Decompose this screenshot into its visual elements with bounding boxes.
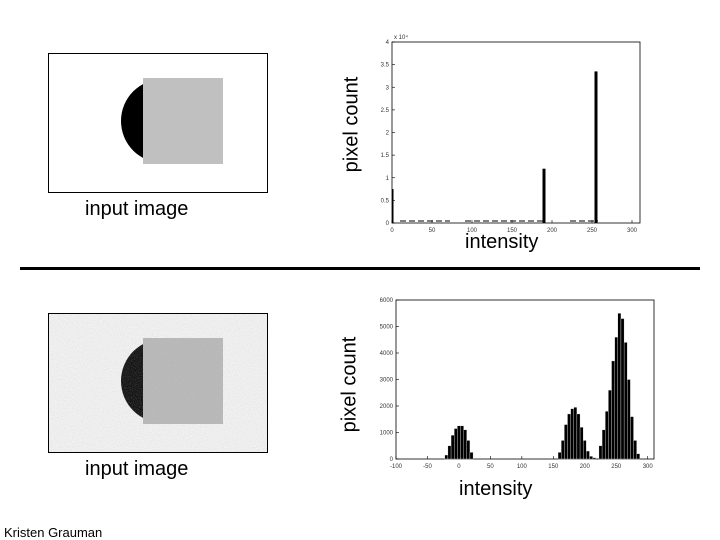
histogram-bar xyxy=(627,379,631,460)
x-tick-label: 150 xyxy=(548,464,559,470)
top-image-caption: input image xyxy=(85,198,189,220)
histogram-bar xyxy=(460,425,464,460)
histogram-bar xyxy=(636,453,640,460)
y-multiplier-label: x 10⁴ xyxy=(394,34,408,41)
y-tick-label: 0.5 xyxy=(381,198,390,204)
plot-frame xyxy=(391,41,641,224)
y-tick-label: 0 xyxy=(390,457,394,463)
x-tick-label: 200 xyxy=(547,228,558,234)
histogram-bar xyxy=(573,407,578,460)
bottom-histogram: -100 -50 0 50 100 150 200 250 300010002000300040… xyxy=(380,298,655,470)
histogram-bar xyxy=(579,427,584,460)
histogram-bar xyxy=(444,454,449,460)
x-tick-label: 300 xyxy=(627,228,638,234)
y-tick-label: 3 xyxy=(386,85,390,91)
histogram-bar xyxy=(567,413,571,460)
credit-text: Kristen Grauman xyxy=(4,525,103,540)
top-x-axis-label: intensity xyxy=(465,231,539,253)
y-tick-label: 6000 xyxy=(380,298,394,304)
top-y-axis-label: pixel count xyxy=(340,76,363,173)
gray-square xyxy=(143,78,223,164)
x-tick-label: 0 xyxy=(457,464,461,470)
x-tick-label: -100 xyxy=(390,464,403,470)
bottom-input-image xyxy=(48,313,268,453)
histogram-bar xyxy=(392,189,394,223)
x-tick-label: 250 xyxy=(611,464,622,470)
histogram-bar xyxy=(557,452,562,460)
x-tick-label: 300 xyxy=(643,464,654,470)
x-tick-label: 0 xyxy=(390,228,394,234)
histogram-bar xyxy=(454,428,458,460)
histogram-bar xyxy=(605,411,609,460)
bottom-y-axis-label: pixel count xyxy=(338,336,361,433)
histogram-bar xyxy=(589,456,593,460)
histogram-bar xyxy=(466,440,471,460)
histogram-bar xyxy=(630,416,634,460)
y-tick-label: 4 xyxy=(386,40,390,46)
y-tick-label: 2 xyxy=(386,131,390,137)
y-tick-label: 1 xyxy=(386,176,390,182)
histogram-bar xyxy=(570,408,574,460)
y-tick-label: 5000 xyxy=(380,325,394,331)
histogram-bar xyxy=(614,336,618,460)
y-tick-label: 4000 xyxy=(380,351,394,357)
x-tick-label: 50 xyxy=(429,228,436,234)
histogram-bar xyxy=(586,450,590,460)
histogram-bar xyxy=(592,457,596,460)
x-tick-label: 100 xyxy=(517,464,528,470)
histogram-bar xyxy=(457,425,461,460)
histogram-bar xyxy=(623,342,628,460)
histogram-bar xyxy=(463,429,467,460)
y-tick-label: 3000 xyxy=(380,378,394,384)
section-divider xyxy=(20,267,700,270)
histogram-bar xyxy=(617,313,622,460)
histogram-bar xyxy=(598,445,603,460)
top-input-image xyxy=(48,53,268,193)
histogram-bar xyxy=(583,440,587,460)
x-tick-label: 100 xyxy=(467,228,478,234)
histogram-bar xyxy=(561,440,565,460)
bottom-image-caption: input image xyxy=(85,458,189,480)
histogram-bar xyxy=(450,434,455,460)
histogram-bar xyxy=(576,413,581,460)
top-histogram: 0 50 100 150 200 250 300 0 0.5 1 1.5 2 2.5 3 3.5 4 x 10⁴ xyxy=(381,34,641,234)
y-tick-label: 2000 xyxy=(380,404,394,410)
histogram-bar xyxy=(564,424,568,460)
x-tick-label: -50 xyxy=(423,464,432,470)
histogram-bar xyxy=(608,389,612,460)
bottom-x-axis-label: intensity xyxy=(459,478,533,500)
y-tick-label: 1000 xyxy=(380,431,394,437)
histogram-bar xyxy=(611,360,615,460)
histogram-bar xyxy=(542,168,546,223)
y-tick-label: 3.5 xyxy=(381,63,390,69)
x-tick-label: 150 xyxy=(507,228,518,234)
histogram-bar xyxy=(620,318,625,460)
y-tick-label: 2.5 xyxy=(381,108,390,114)
histogram-bar xyxy=(594,71,598,223)
x-tick-label: 250 xyxy=(587,228,598,234)
y-tick-label: 1.5 xyxy=(381,153,390,159)
x-tick-label: 200 xyxy=(580,464,591,470)
histogram-bar xyxy=(469,452,474,460)
histogram-bar xyxy=(633,440,637,460)
histogram-bar xyxy=(447,445,452,460)
histogram-bar xyxy=(601,429,606,460)
y-tick-label: 0 xyxy=(386,221,390,227)
x-tick-label: 50 xyxy=(487,464,494,470)
